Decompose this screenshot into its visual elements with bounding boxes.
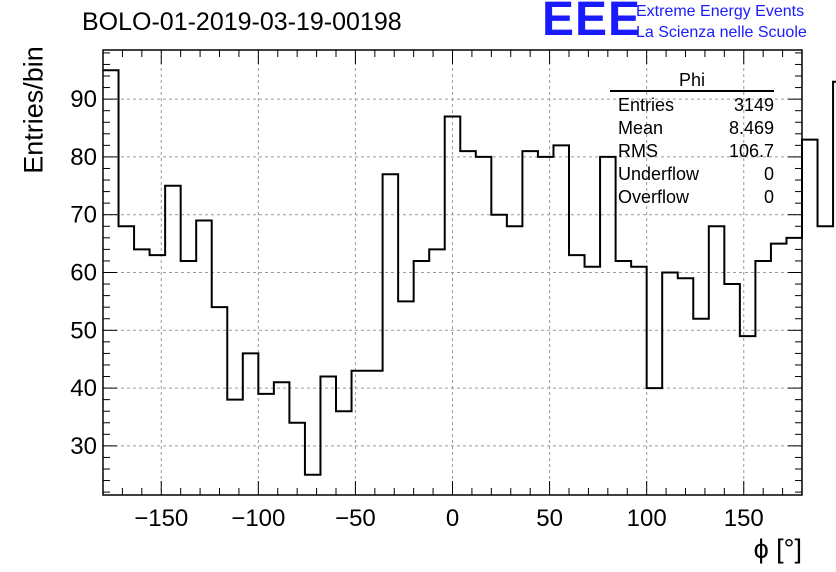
stats-divider — [610, 90, 774, 92]
logo-line-2: La Scienza nelle Scuole — [636, 24, 807, 41]
x-axis-label: ϕ [°] — [753, 534, 802, 564]
stats-label: RMS — [618, 141, 658, 161]
x-tick-label: −150 — [134, 505, 188, 532]
y-tick-label: 90 — [70, 86, 97, 113]
stats-row-underflow: Underflow 0 — [610, 163, 774, 186]
stats-label: Mean — [618, 118, 664, 138]
stats-label: Entries — [618, 95, 675, 115]
stats-title: Phi — [678, 70, 705, 90]
y-tick-label: 50 — [70, 317, 97, 344]
stats-value: 0 — [763, 164, 774, 184]
stats-label: Overflow — [618, 187, 690, 207]
grid-lines — [103, 50, 802, 495]
run-title: BOLO-01-2019-03-19-00198 — [82, 8, 402, 36]
stats-box: Phi Entries 3149 Mean 8.469 RMS 106.7 Un… — [610, 70, 774, 209]
axis-ticks — [102, 50, 803, 495]
y-tick-label: 30 — [70, 433, 97, 460]
x-tick-label: 100 — [627, 505, 667, 532]
logo-line-1: Extreme Energy Events — [636, 3, 805, 20]
histogram-step-line — [103, 69, 836, 476]
stats-row-entries: Entries 3149 — [610, 94, 774, 117]
y-tick-label: 80 — [70, 144, 97, 171]
x-tick-label: −50 — [335, 505, 376, 532]
x-tick-label: 0 — [446, 505, 459, 532]
x-tick-label: 50 — [536, 505, 563, 532]
stats-value: 0 — [763, 187, 774, 207]
stats-row-mean: Mean 8.469 — [610, 117, 774, 140]
stats-row-overflow: Overflow 0 — [610, 186, 774, 209]
eee-logo: EEE — [542, 0, 642, 46]
x-tick-label: 150 — [724, 505, 764, 532]
x-tick-label: −100 — [231, 505, 285, 532]
stats-value: 8.469 — [728, 118, 774, 138]
stats-value: 3149 — [733, 95, 774, 115]
y-axis-label: Entries/bin — [18, 46, 49, 174]
y-tick-label: 40 — [70, 375, 97, 402]
stats-row-rms: RMS 106.7 — [610, 140, 774, 163]
y-tick-label: 70 — [70, 202, 97, 229]
y-tick-label: 60 — [70, 260, 97, 287]
y-tick-labels: 30 40 50 60 70 80 90 — [70, 86, 97, 460]
x-tick-labels: −150 −100 −50 0 50 100 150 — [134, 505, 764, 532]
stats-value: 106.7 — [728, 141, 774, 161]
stats-label: Underflow — [618, 164, 700, 184]
